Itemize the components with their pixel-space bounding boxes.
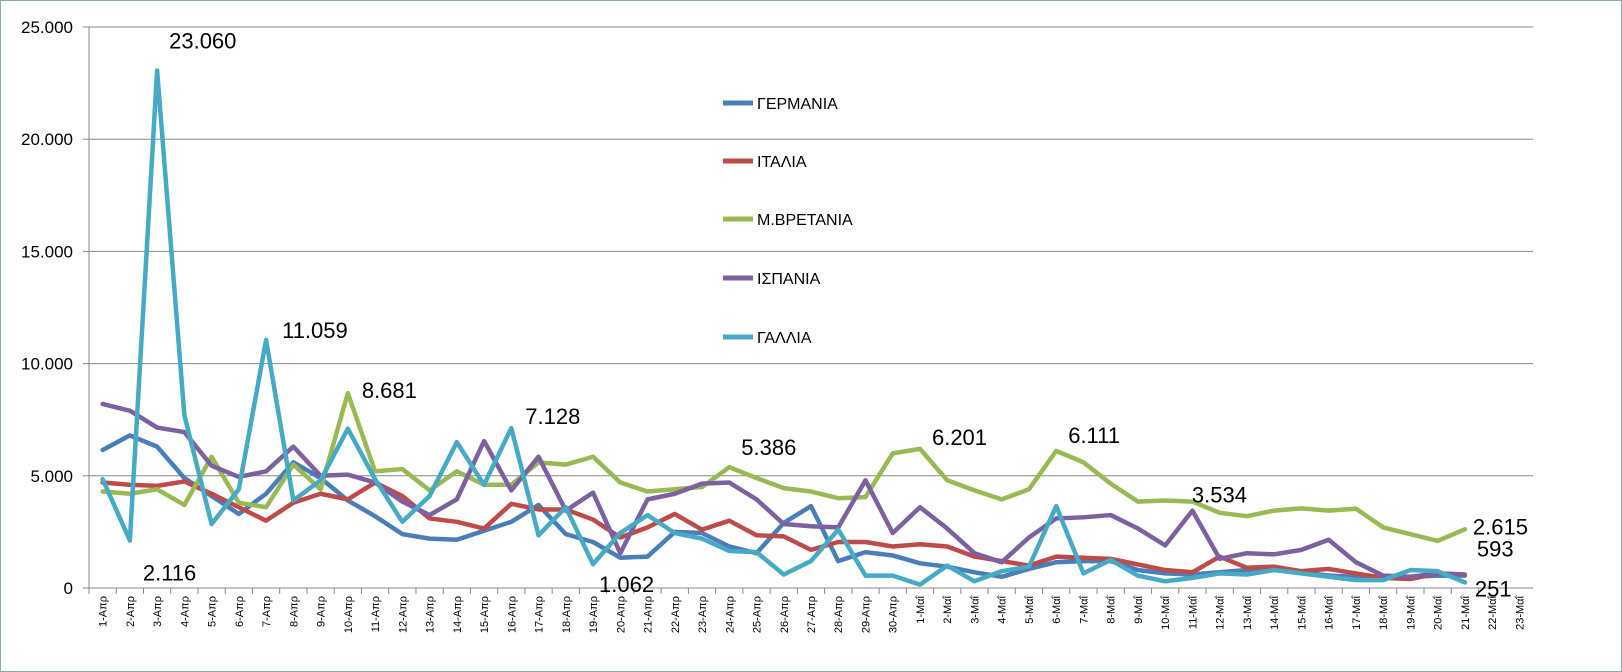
x-tick-label: 20-Μαΐ bbox=[1433, 595, 1445, 629]
x-tick-label: 24-Απρ bbox=[724, 596, 736, 633]
data-label: 6.111 bbox=[1068, 423, 1120, 448]
x-tick-label: 17-Μαΐ bbox=[1351, 595, 1363, 629]
x-tick-label: 5-Απρ bbox=[207, 596, 219, 627]
x-tick-label: 9-Απρ bbox=[316, 596, 328, 627]
x-tick-label: 2-Απρ bbox=[125, 596, 137, 627]
x-tick-label: 15-Απρ bbox=[479, 596, 491, 633]
x-tick-label: 16-Απρ bbox=[506, 596, 518, 633]
x-tick-label: 23-Μαΐ bbox=[1514, 595, 1526, 629]
legend-label: ΓΕΡΜΑΝΙΑ bbox=[757, 96, 838, 113]
x-tick-label: 1-Μαΐ bbox=[915, 595, 927, 623]
data-label: 251 bbox=[1475, 576, 1512, 601]
x-tick-label: 30-Απρ bbox=[888, 596, 900, 633]
data-label: 8.681 bbox=[362, 378, 417, 403]
y-tick-label: 25.000 bbox=[21, 18, 73, 37]
x-tick-label: 22-Απρ bbox=[670, 596, 682, 633]
x-tick-label: 26-Απρ bbox=[779, 596, 791, 633]
x-tick-label: 3-Μαΐ bbox=[969, 595, 981, 623]
x-tick-label: 20-Απρ bbox=[615, 596, 627, 633]
x-tick-label: 5-Μαΐ bbox=[1024, 595, 1036, 623]
x-tick-label: 25-Απρ bbox=[752, 596, 764, 633]
x-tick-label: 4-Μαΐ bbox=[997, 595, 1009, 623]
x-tick-label: 28-Απρ bbox=[833, 596, 845, 633]
x-tick-label: 22-Μαΐ bbox=[1487, 595, 1499, 629]
x-tick-label: 16-Μαΐ bbox=[1324, 595, 1336, 629]
legend-label: ΓΑΛΛΙΑ bbox=[757, 330, 812, 347]
x-tick-label: 10-Μαΐ bbox=[1160, 595, 1172, 629]
x-tick-label: 21-Μαΐ bbox=[1460, 595, 1472, 629]
x-tick-label: 8-Απρ bbox=[288, 596, 300, 627]
x-tick-label: 6-Απρ bbox=[234, 596, 246, 627]
x-tick-label: 12-Μαΐ bbox=[1215, 595, 1227, 629]
x-tick-label: 14-Απρ bbox=[452, 596, 464, 633]
x-tick-label: 12-Απρ bbox=[397, 596, 409, 633]
x-tick-label: 6-Μαΐ bbox=[1051, 595, 1063, 623]
data-label: 23.060 bbox=[169, 29, 236, 54]
y-tick-label: 0 bbox=[64, 579, 73, 598]
y-tick-label: 10.000 bbox=[21, 355, 73, 374]
legend-label: ΙΣΠΑΝΙΑ bbox=[757, 271, 821, 288]
x-tick-label: 10-Απρ bbox=[343, 596, 355, 633]
x-tick-label: 2-Μαΐ bbox=[942, 595, 954, 623]
y-tick-label: 5.000 bbox=[30, 467, 73, 486]
x-tick-label: 8-Μαΐ bbox=[1106, 595, 1118, 623]
x-tick-label: 18-Απρ bbox=[561, 596, 573, 633]
x-tick-label: 29-Απρ bbox=[860, 596, 872, 633]
series-line-2 bbox=[100, 479, 1468, 582]
y-tick-label: 15.000 bbox=[21, 242, 73, 261]
data-label: 11.059 bbox=[282, 318, 348, 343]
x-tick-label: 7-Μαΐ bbox=[1078, 595, 1090, 623]
x-tick-label: 17-Απρ bbox=[534, 596, 546, 633]
x-tick-label: 13-Μαΐ bbox=[1242, 595, 1254, 629]
legend-label: Μ.ΒΡΕΤΑΝΙΑ bbox=[757, 212, 853, 229]
x-tick-label: 27-Απρ bbox=[806, 596, 818, 633]
data-label: 1.062 bbox=[599, 572, 654, 597]
y-tick-label: 20.000 bbox=[21, 130, 73, 149]
x-tick-label: 19-Απρ bbox=[588, 596, 600, 633]
data-label: 6.201 bbox=[932, 425, 987, 450]
data-label: 593 bbox=[1477, 537, 1514, 562]
x-tick-label: 21-Απρ bbox=[643, 596, 655, 633]
x-tick-label: 15-Μαΐ bbox=[1296, 595, 1308, 629]
x-tick-label: 3-Απρ bbox=[152, 596, 164, 627]
x-tick-label: 13-Απρ bbox=[425, 596, 437, 633]
series-line-3 bbox=[100, 390, 1468, 544]
x-tick-label: 19-Μαΐ bbox=[1405, 595, 1417, 629]
data-label: 5.386 bbox=[741, 435, 796, 460]
x-tick-label: 11-Μαΐ bbox=[1187, 595, 1199, 629]
x-tick-label: 14-Μαΐ bbox=[1269, 595, 1281, 629]
x-tick-label: 23-Απρ bbox=[697, 596, 709, 633]
data-label: 2.116 bbox=[143, 561, 196, 586]
data-label: 7.128 bbox=[525, 404, 580, 429]
x-tick-label: 18-Μαΐ bbox=[1378, 595, 1390, 629]
x-tick-label: 11-Απρ bbox=[370, 596, 382, 632]
x-tick-label: 9-Μαΐ bbox=[1133, 595, 1145, 623]
x-tick-label: 4-Απρ bbox=[179, 596, 191, 627]
legend-label: ΙΤΑΛΙΑ bbox=[757, 154, 807, 171]
x-tick-label: 1-Απρ bbox=[98, 596, 110, 627]
data-label: 2.615 bbox=[1473, 514, 1528, 539]
data-label: 3.534 bbox=[1192, 483, 1247, 508]
x-tick-label: 7-Απρ bbox=[261, 596, 273, 627]
